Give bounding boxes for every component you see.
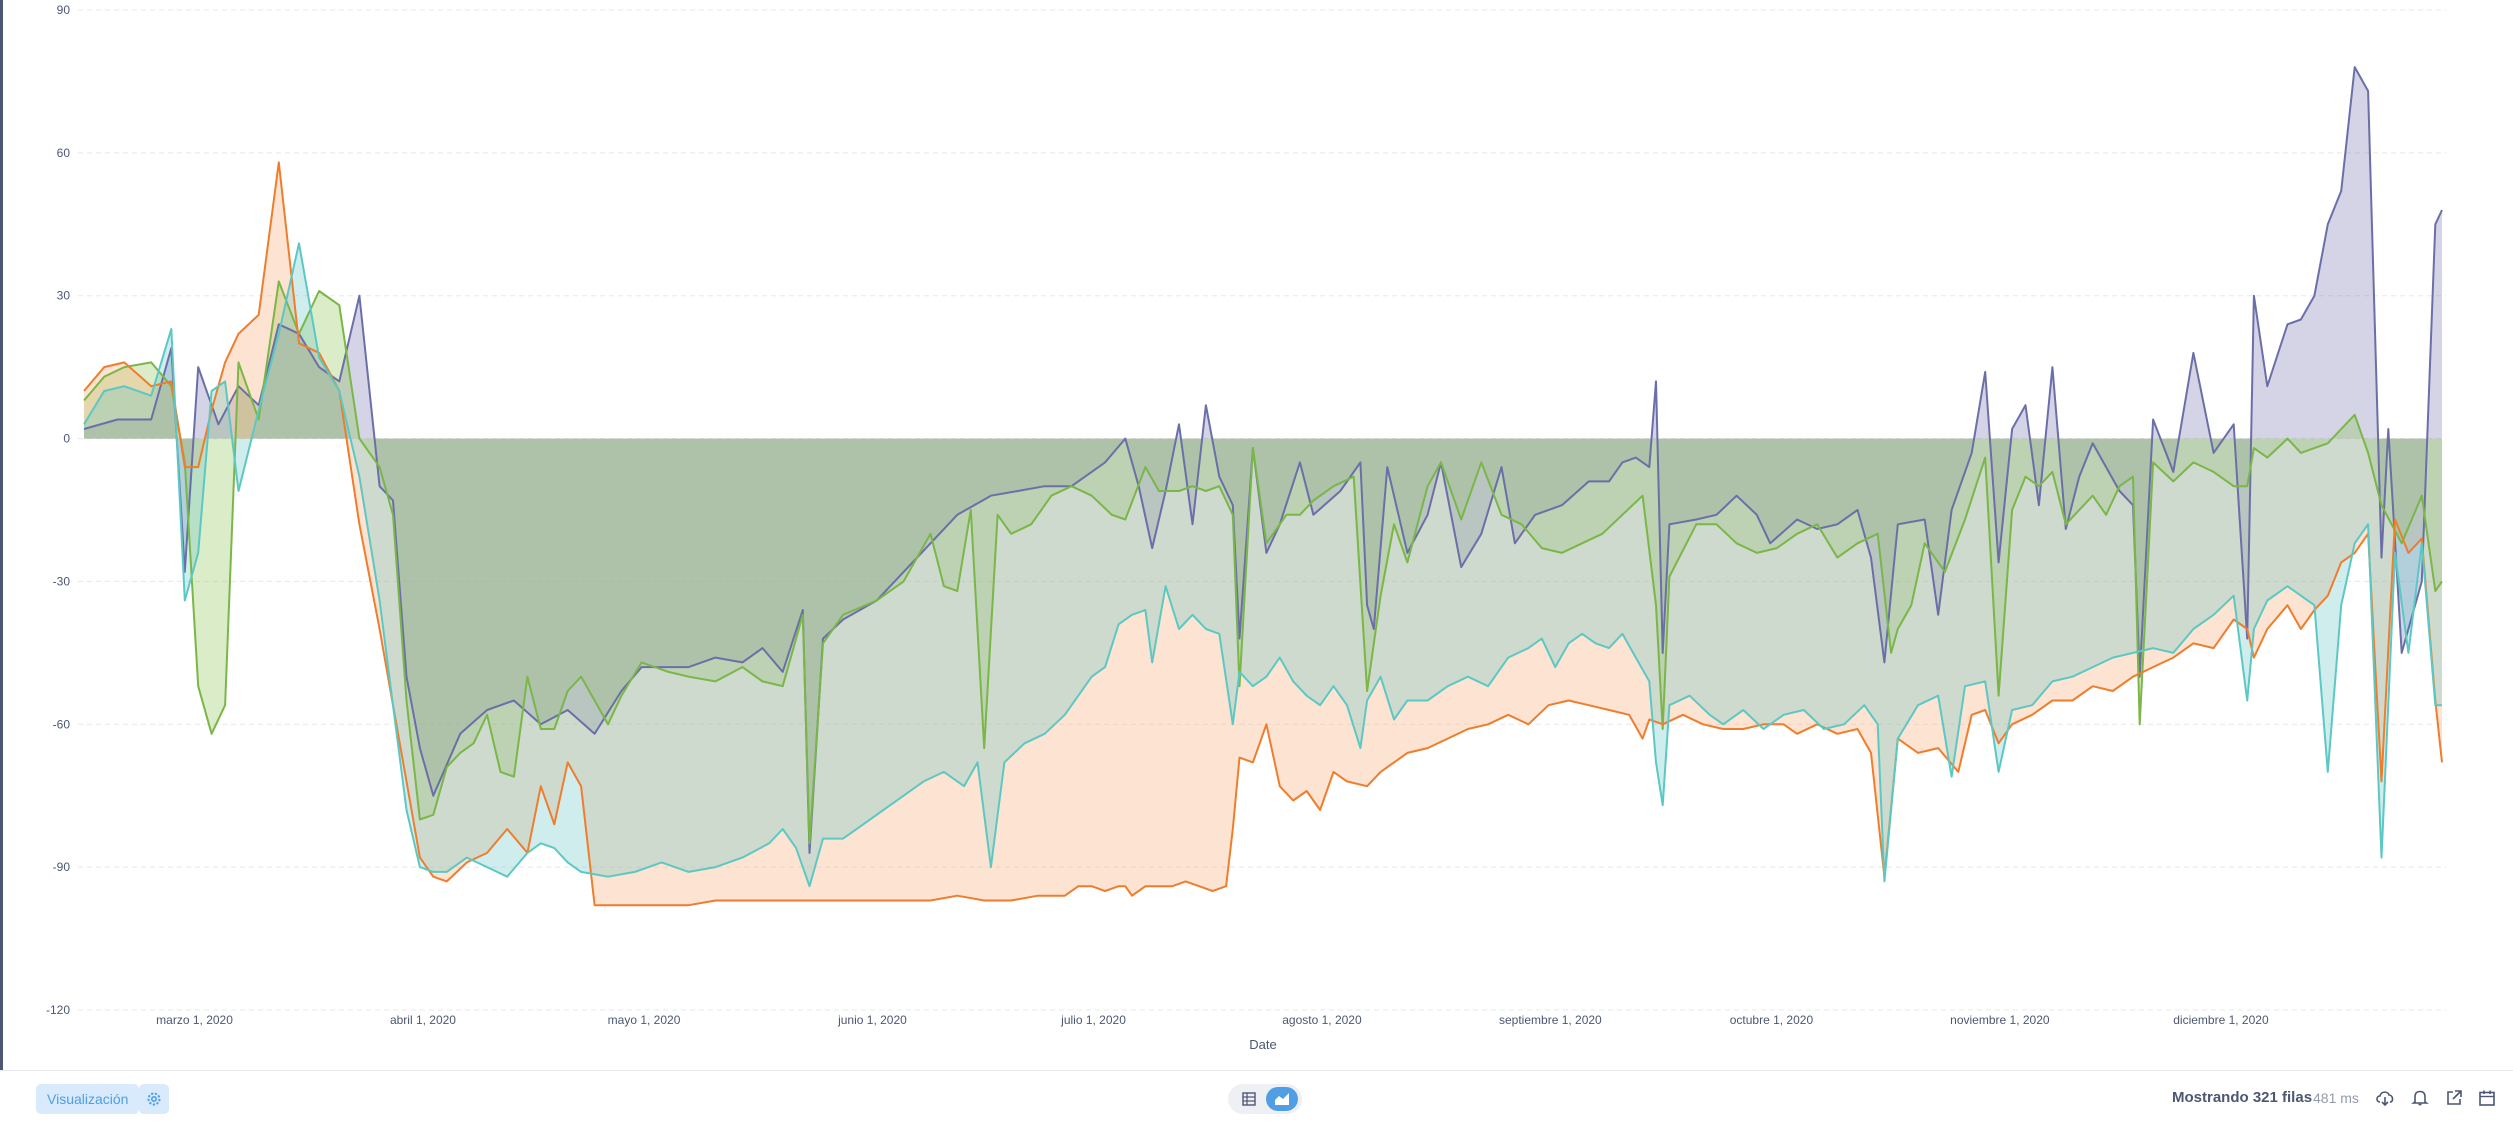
bell-icon (2411, 1090, 2429, 1106)
series-area (84, 243, 2442, 887)
area-chart-icon (1275, 1093, 1289, 1105)
y-tick-label: 0 (63, 432, 70, 446)
share-button[interactable] (2443, 1087, 2465, 1109)
view-toggle (1228, 1084, 1302, 1114)
y-tick-label: -60 (53, 717, 71, 731)
x-tick-label: abril 1, 2020 (390, 1013, 456, 1027)
series-area (84, 67, 2442, 853)
x-tick-label: septiembre 1, 2020 (1499, 1013, 1602, 1027)
x-axis-ticks: marzo 1, 2020 abril 1, 2020 mayo 1, 2020 ju… (156, 1013, 2269, 1027)
x-tick-label: junio 1, 2020 (837, 1013, 907, 1027)
table-icon (1242, 1092, 1256, 1106)
y-tick-label: -120 (46, 1003, 70, 1017)
x-tick-label: diciembre 1, 2020 (2173, 1013, 2269, 1027)
y-tick-label: -30 (53, 574, 71, 588)
y-tick-label: 90 (57, 3, 71, 17)
series-area (84, 281, 2442, 844)
footer-bar: Visualización Mostrando 321 filas 481 ms (0, 1070, 2513, 1123)
calendar-button[interactable] (2476, 1087, 2498, 1109)
chart-view-toggle[interactable] (1266, 1087, 1298, 1111)
y-tick-label: 60 (57, 146, 71, 160)
table-view-toggle[interactable] (1238, 1088, 1260, 1110)
x-axis-label: Date (1249, 1037, 1276, 1052)
grid-lines (78, 9, 2446, 1011)
x-tick-label: noviembre 1, 2020 (1950, 1013, 2050, 1027)
x-tick-label: julio 1, 2020 (1060, 1013, 1126, 1027)
window-edge (0, 0, 3, 1122)
x-tick-label: mayo 1, 2020 (608, 1013, 681, 1027)
query-timing: 481 ms (2313, 1090, 2359, 1106)
x-tick-label: agosto 1, 2020 (1282, 1013, 1362, 1027)
visualization-settings-button[interactable] (139, 1084, 169, 1114)
download-button[interactable] (2374, 1087, 2396, 1109)
series-areas (84, 67, 2442, 906)
gear-icon (147, 1092, 161, 1106)
visualization-button[interactable]: Visualización (36, 1084, 140, 1114)
cloud-download-icon (2376, 1091, 2394, 1107)
series-line (83, 280, 2443, 845)
series-line (83, 242, 2442, 888)
share-icon (2447, 1090, 2462, 1105)
calendar-icon (2479, 1090, 2495, 1106)
x-tick-label: octubre 1, 2020 (1730, 1013, 1814, 1027)
area-chart: 90 60 30 0 -30 -60 -90 -120 marzo 1, 2020 abril … (46, 3, 2446, 1052)
series-line (83, 161, 2443, 907)
x-tick-label: marzo 1, 2020 (156, 1013, 233, 1027)
series-lines (83, 66, 2443, 907)
row-count: Mostrando 321 filas (2172, 1089, 2313, 1106)
y-tick-label: 30 (57, 289, 71, 303)
alert-button[interactable] (2409, 1087, 2431, 1109)
y-tick-label: -90 (53, 860, 71, 874)
y-axis-ticks: 90 60 30 0 -30 -60 -90 -120 (46, 3, 70, 1017)
